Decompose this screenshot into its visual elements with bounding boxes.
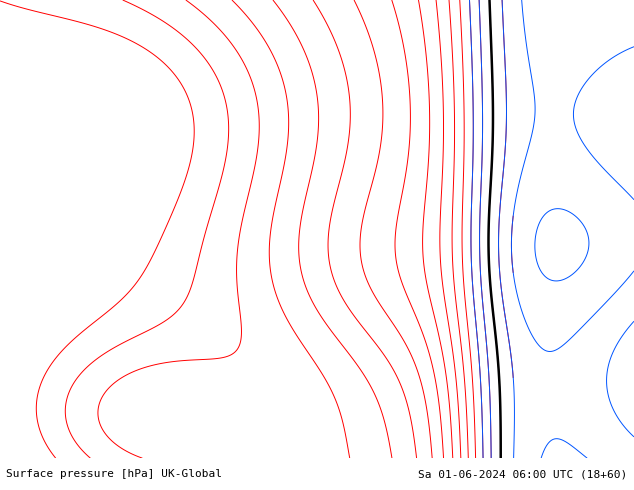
Text: Surface pressure [hPa] UK-Global: Surface pressure [hPa] UK-Global bbox=[6, 469, 223, 479]
Text: Sa 01-06-2024 06:00 UTC (18+60): Sa 01-06-2024 06:00 UTC (18+60) bbox=[418, 469, 628, 479]
